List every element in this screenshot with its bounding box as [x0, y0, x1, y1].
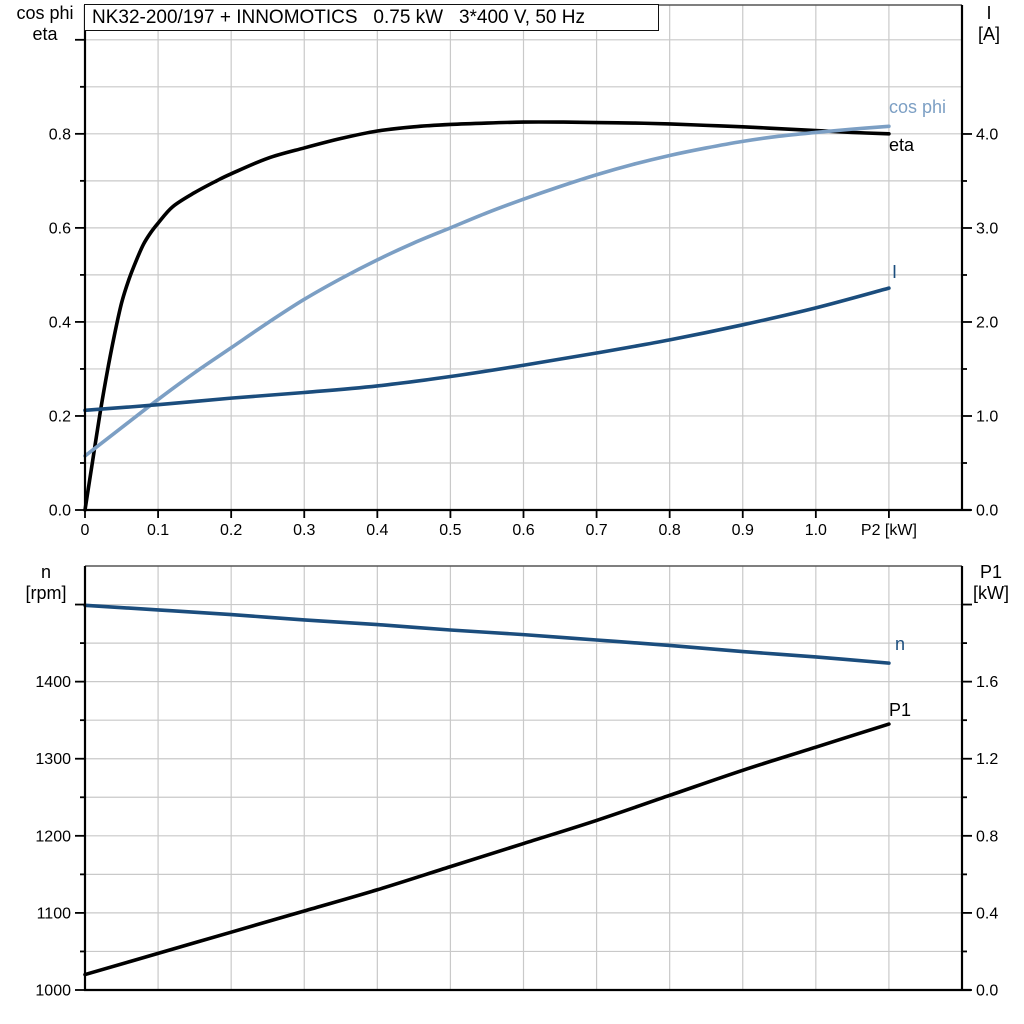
x-tick-label: 0.5	[439, 522, 461, 539]
right-tick-label: 0.4	[976, 905, 998, 922]
axis-title-input-power: P1 [kW]	[962, 562, 1020, 604]
x-tick-label: 1.0	[805, 522, 827, 539]
x-tick-label: 0.3	[293, 522, 315, 539]
left-tick-label: 0.0	[49, 503, 71, 520]
curve-eta	[83, 120, 891, 512]
x-tick-label: 0.6	[512, 522, 534, 539]
chart-title-box: NK32-200/197 + INNOMOTICS 0.75 kW 3*400 …	[84, 4, 659, 31]
x-tick-label: 0.8	[659, 522, 681, 539]
right-tick-label: 1.2	[976, 751, 998, 768]
x-axis-unit-label: P2 [kW]	[861, 522, 917, 539]
curve-P1	[83, 722, 891, 977]
left-tick-label: 1200	[35, 828, 71, 845]
x-tick-label: 0.7	[585, 522, 607, 539]
left-tick-label: 0.4	[49, 314, 71, 331]
axis-title-line: [rpm]	[25, 583, 67, 603]
right-tick-label: 0.0	[976, 983, 998, 1000]
right-tick-label: 0.0	[976, 503, 998, 520]
curve-label-cos_phi: cos phi	[889, 97, 946, 117]
left-tick-label: 1400	[35, 674, 71, 691]
left-tick-label: 1000	[35, 983, 71, 1000]
right-tick-label: 4.0	[976, 126, 998, 143]
curve-label-n: n	[895, 634, 905, 654]
curve-label-eta: eta	[889, 135, 915, 155]
curve-I	[83, 286, 891, 413]
x-tick-label: 0.1	[147, 522, 169, 539]
axis-title-line: cos phi	[16, 3, 74, 23]
axis-title-cosphi-eta: cos phi eta	[6, 3, 84, 45]
left-tick-label: 0.8	[49, 126, 71, 143]
right-tick-label: 1.0	[976, 408, 998, 425]
axis-title-speed: n [rpm]	[10, 562, 82, 604]
curve-label-I: I	[892, 262, 897, 282]
curve-label-P1: P1	[889, 700, 911, 720]
x-tick-label: 0	[81, 522, 90, 539]
left-tick-label: 1300	[35, 751, 71, 768]
axis-title-current: I [A]	[964, 3, 1014, 45]
right-tick-label: 1.6	[976, 674, 998, 691]
axis-title-line: eta	[32, 24, 58, 44]
chart-title: NK32-200/197 + INNOMOTICS 0.75 kW 3*400 …	[92, 6, 585, 28]
x-tick-label: 0.4	[366, 522, 388, 539]
right-tick-label: 3.0	[976, 220, 998, 237]
axis-title-line: P1	[979, 562, 1003, 582]
axis-title-line: I	[986, 3, 992, 23]
axis-title-line: [A]	[977, 24, 1000, 44]
curve-cos_phi	[83, 124, 891, 458]
left-tick-label: 0.2	[49, 408, 71, 425]
left-tick-label: 0.6	[49, 220, 71, 237]
axis-title-line: [kW]	[973, 583, 1009, 603]
axis-title-line: n	[40, 562, 51, 582]
right-tick-label: 0.8	[976, 828, 998, 845]
right-tick-label: 2.0	[976, 314, 998, 331]
x-tick-label: 0.9	[732, 522, 754, 539]
left-tick-label: 1100	[37, 905, 72, 922]
curve-n	[83, 603, 891, 665]
x-tick-label: 0.2	[220, 522, 242, 539]
